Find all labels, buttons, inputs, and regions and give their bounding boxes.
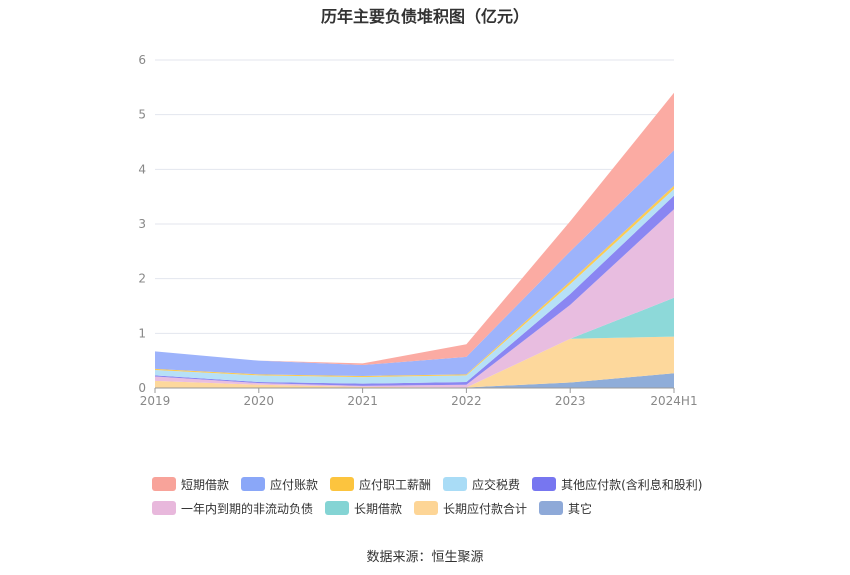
legend-label: 其他应付款(含利息和股利): [561, 477, 703, 492]
y-tick-label: 5: [138, 108, 146, 122]
legend-swatch: [330, 477, 355, 491]
x-tick-label: 2020: [244, 394, 275, 408]
legend-item-long-term-payables[interactable]: 长期应付款合计: [414, 500, 527, 517]
x-tick-label: 2023: [555, 394, 586, 408]
x-tick-label: 2019: [140, 394, 171, 408]
chart-title: 历年主要负债堆积图（亿元）: [320, 7, 529, 26]
data-source: 数据来源：恒生聚源: [366, 550, 484, 565]
legend-item-short-term-loans[interactable]: 短期借款: [152, 476, 229, 493]
legend-swatch: [152, 501, 176, 515]
legend-label: 长期应付款合计: [443, 501, 528, 516]
area-应交税费: [155, 189, 674, 384]
area-应付职工薪酬: [155, 185, 674, 378]
legend: 短期借款 应付账款 应付职工薪酬 应交税费 其他应付款(含利息和股利) 一年内到…: [152, 472, 752, 520]
y-tick-label: 2: [138, 272, 146, 286]
x-tick-label: 2022: [451, 394, 482, 408]
legend-swatch: [241, 477, 266, 491]
y-tick-label: 4: [138, 162, 146, 176]
y-tick-label: 1: [138, 326, 146, 340]
legend-row-1: 短期借款 应付账款 应付职工薪酬 应交税费 其他应付款(含利息和股利): [152, 472, 752, 496]
legend-item-other-payables[interactable]: 其他应付款(含利息和股利): [532, 476, 702, 493]
legend-swatch: [152, 477, 176, 491]
y-tick-label: 6: [138, 53, 146, 67]
area-其它: [155, 373, 674, 388]
legend-swatch: [539, 501, 564, 515]
legend-item-long-term-loans[interactable]: 长期借款: [325, 500, 402, 517]
area-应付账款: [155, 150, 674, 376]
legend-item-employee-payable[interactable]: 应付职工薪酬: [330, 476, 431, 493]
area-一年内到期的非流动负债: [155, 209, 674, 388]
legend-label: 应付职工薪酬: [359, 477, 432, 492]
legend-item-other[interactable]: 其它: [539, 500, 592, 517]
area-series: [155, 92, 674, 388]
legend-swatch: [325, 501, 350, 515]
legend-swatch: [414, 501, 439, 515]
y-tick-label: 3: [138, 217, 146, 231]
x-tick-label: 2021: [347, 394, 378, 408]
legend-swatch: [532, 477, 557, 491]
legend-label: 其它: [568, 501, 593, 516]
y-tick-label: 0: [138, 381, 146, 395]
legend-label: 长期借款: [354, 501, 403, 516]
legend-item-current-noncurrent-liabilities[interactable]: 一年内到期的非流动负债: [152, 500, 313, 517]
area-长期应付款合计: [155, 336, 674, 388]
legend-swatch: [443, 477, 468, 491]
legend-label: 应付账款: [270, 477, 319, 492]
legend-row-2: 一年内到期的非流动负债 长期借款 长期应付款合计 其它: [152, 496, 752, 520]
x-tick-label: 2024H1: [650, 394, 697, 408]
area-短期借款: [155, 92, 674, 366]
axes: 0 1 2 3 4 5 6 2019 2020 2021 2022 2023 2024H1: [138, 53, 697, 408]
legend-item-accounts-payable[interactable]: 应付账款: [241, 476, 318, 493]
legend-label: 一年内到期的非流动负债: [181, 501, 314, 516]
legend-label: 应交税费: [472, 477, 521, 492]
legend-label: 短期借款: [181, 477, 230, 492]
stacked-area-chart: 0 1 2 3 4 5 6 2019 2020 2021 2022 2023 2024H1: [138, 53, 697, 408]
legend-item-taxes-payable[interactable]: 应交税费: [443, 476, 520, 493]
